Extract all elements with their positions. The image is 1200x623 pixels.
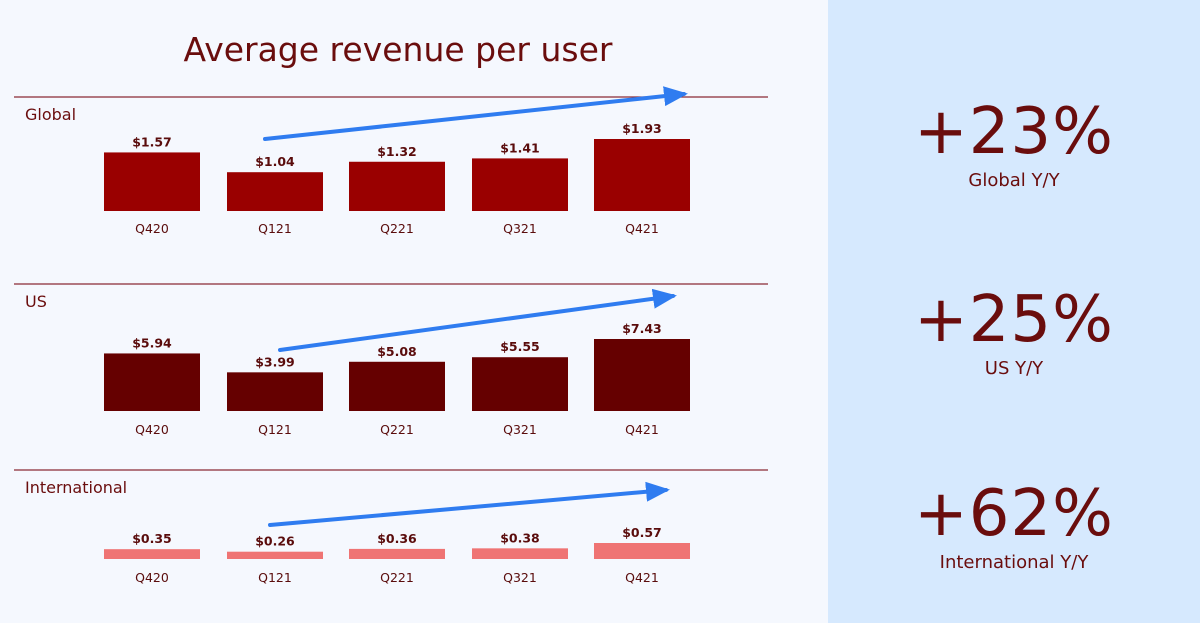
global-value-label: $1.41 (500, 140, 540, 155)
global-bar-q121 (227, 172, 323, 211)
global-trend-arrow (263, 86, 688, 141)
global-category-label: Q121 (258, 221, 292, 236)
international-yoy-stat: +62% International Y/Y (828, 478, 1200, 574)
us-bar-q321 (472, 357, 568, 411)
us-bar-q420 (104, 353, 200, 411)
international-category-label: Q221 (380, 570, 414, 585)
yoy-summary-panel: +23% Global Y/Y +25% US Y/Y +62% Interna… (828, 0, 1200, 623)
international-bar-q421 (594, 543, 690, 559)
international-value-label: $0.36 (377, 531, 417, 546)
us-value-label: $5.08 (377, 344, 417, 359)
chart-title: Average revenue per user (184, 30, 613, 69)
us-category-label: Q321 (503, 422, 537, 437)
international-category-label: Q421 (625, 570, 659, 585)
us-trend-arrow (278, 288, 677, 352)
global-category-label: Q420 (135, 221, 169, 236)
us-value-label: $3.99 (255, 354, 295, 369)
global-yoy-stat: +23% Global Y/Y (828, 96, 1200, 192)
international-category-label: Q321 (503, 570, 537, 585)
us-yoy-caption: US Y/Y (984, 358, 1044, 379)
global-bar-q221 (349, 161, 445, 211)
global-yoy-value: +23% (914, 95, 1114, 169)
chart-panel: Average revenue per user Global $1.57 Q420 $… (14, 30, 768, 585)
global-panel-label: Global (25, 105, 76, 124)
us-category-label: Q421 (625, 422, 659, 437)
global-bar-q321 (472, 158, 568, 211)
us-category-label: Q121 (258, 422, 292, 437)
us-bar-q421 (594, 339, 690, 411)
us-value-label: $5.94 (132, 335, 172, 350)
international-bar-q121 (227, 551, 323, 559)
global-category-label: Q321 (503, 221, 537, 236)
international-value-label: $0.57 (622, 525, 662, 540)
us-category-label: Q221 (380, 422, 414, 437)
global-bar-q421 (594, 139, 690, 211)
us-bar-q121 (227, 372, 323, 411)
us-yoy-stat: +25% US Y/Y (828, 284, 1200, 380)
global-category-label: Q421 (625, 221, 659, 236)
international-yoy-caption: International Y/Y (939, 552, 1089, 573)
global-bar-q420 (104, 152, 200, 211)
international-category-label: Q420 (135, 570, 169, 585)
us-yoy-value: +25% (914, 283, 1114, 357)
international-value-label: $0.35 (132, 531, 172, 546)
us-bar-q221 (349, 361, 445, 411)
international-bar-q321 (472, 548, 568, 559)
international-panel-label: International (25, 478, 127, 497)
arpu-chart: Average revenue per user Global $1.57 Q420 $… (14, 30, 768, 585)
global-value-label: $1.93 (622, 121, 662, 136)
us-category-label: Q420 (135, 422, 169, 437)
international-category-label: Q121 (258, 570, 292, 585)
international-value-label: $0.38 (500, 530, 540, 545)
us-panel-label: US (25, 292, 47, 311)
international-value-label: $0.26 (255, 534, 295, 549)
international-bar-q221 (349, 548, 445, 559)
global-category-label: Q221 (380, 221, 414, 236)
global-yoy-caption: Global Y/Y (968, 170, 1060, 191)
global-value-label: $1.32 (377, 144, 417, 159)
global-value-label: $1.57 (132, 134, 172, 149)
global-value-label: $1.04 (255, 154, 295, 169)
international-bar-q420 (104, 549, 200, 559)
us-value-label: $7.43 (622, 321, 662, 336)
international-yoy-value: +62% (914, 477, 1114, 551)
us-value-label: $5.55 (500, 339, 540, 354)
international-trend-arrow (268, 481, 670, 527)
